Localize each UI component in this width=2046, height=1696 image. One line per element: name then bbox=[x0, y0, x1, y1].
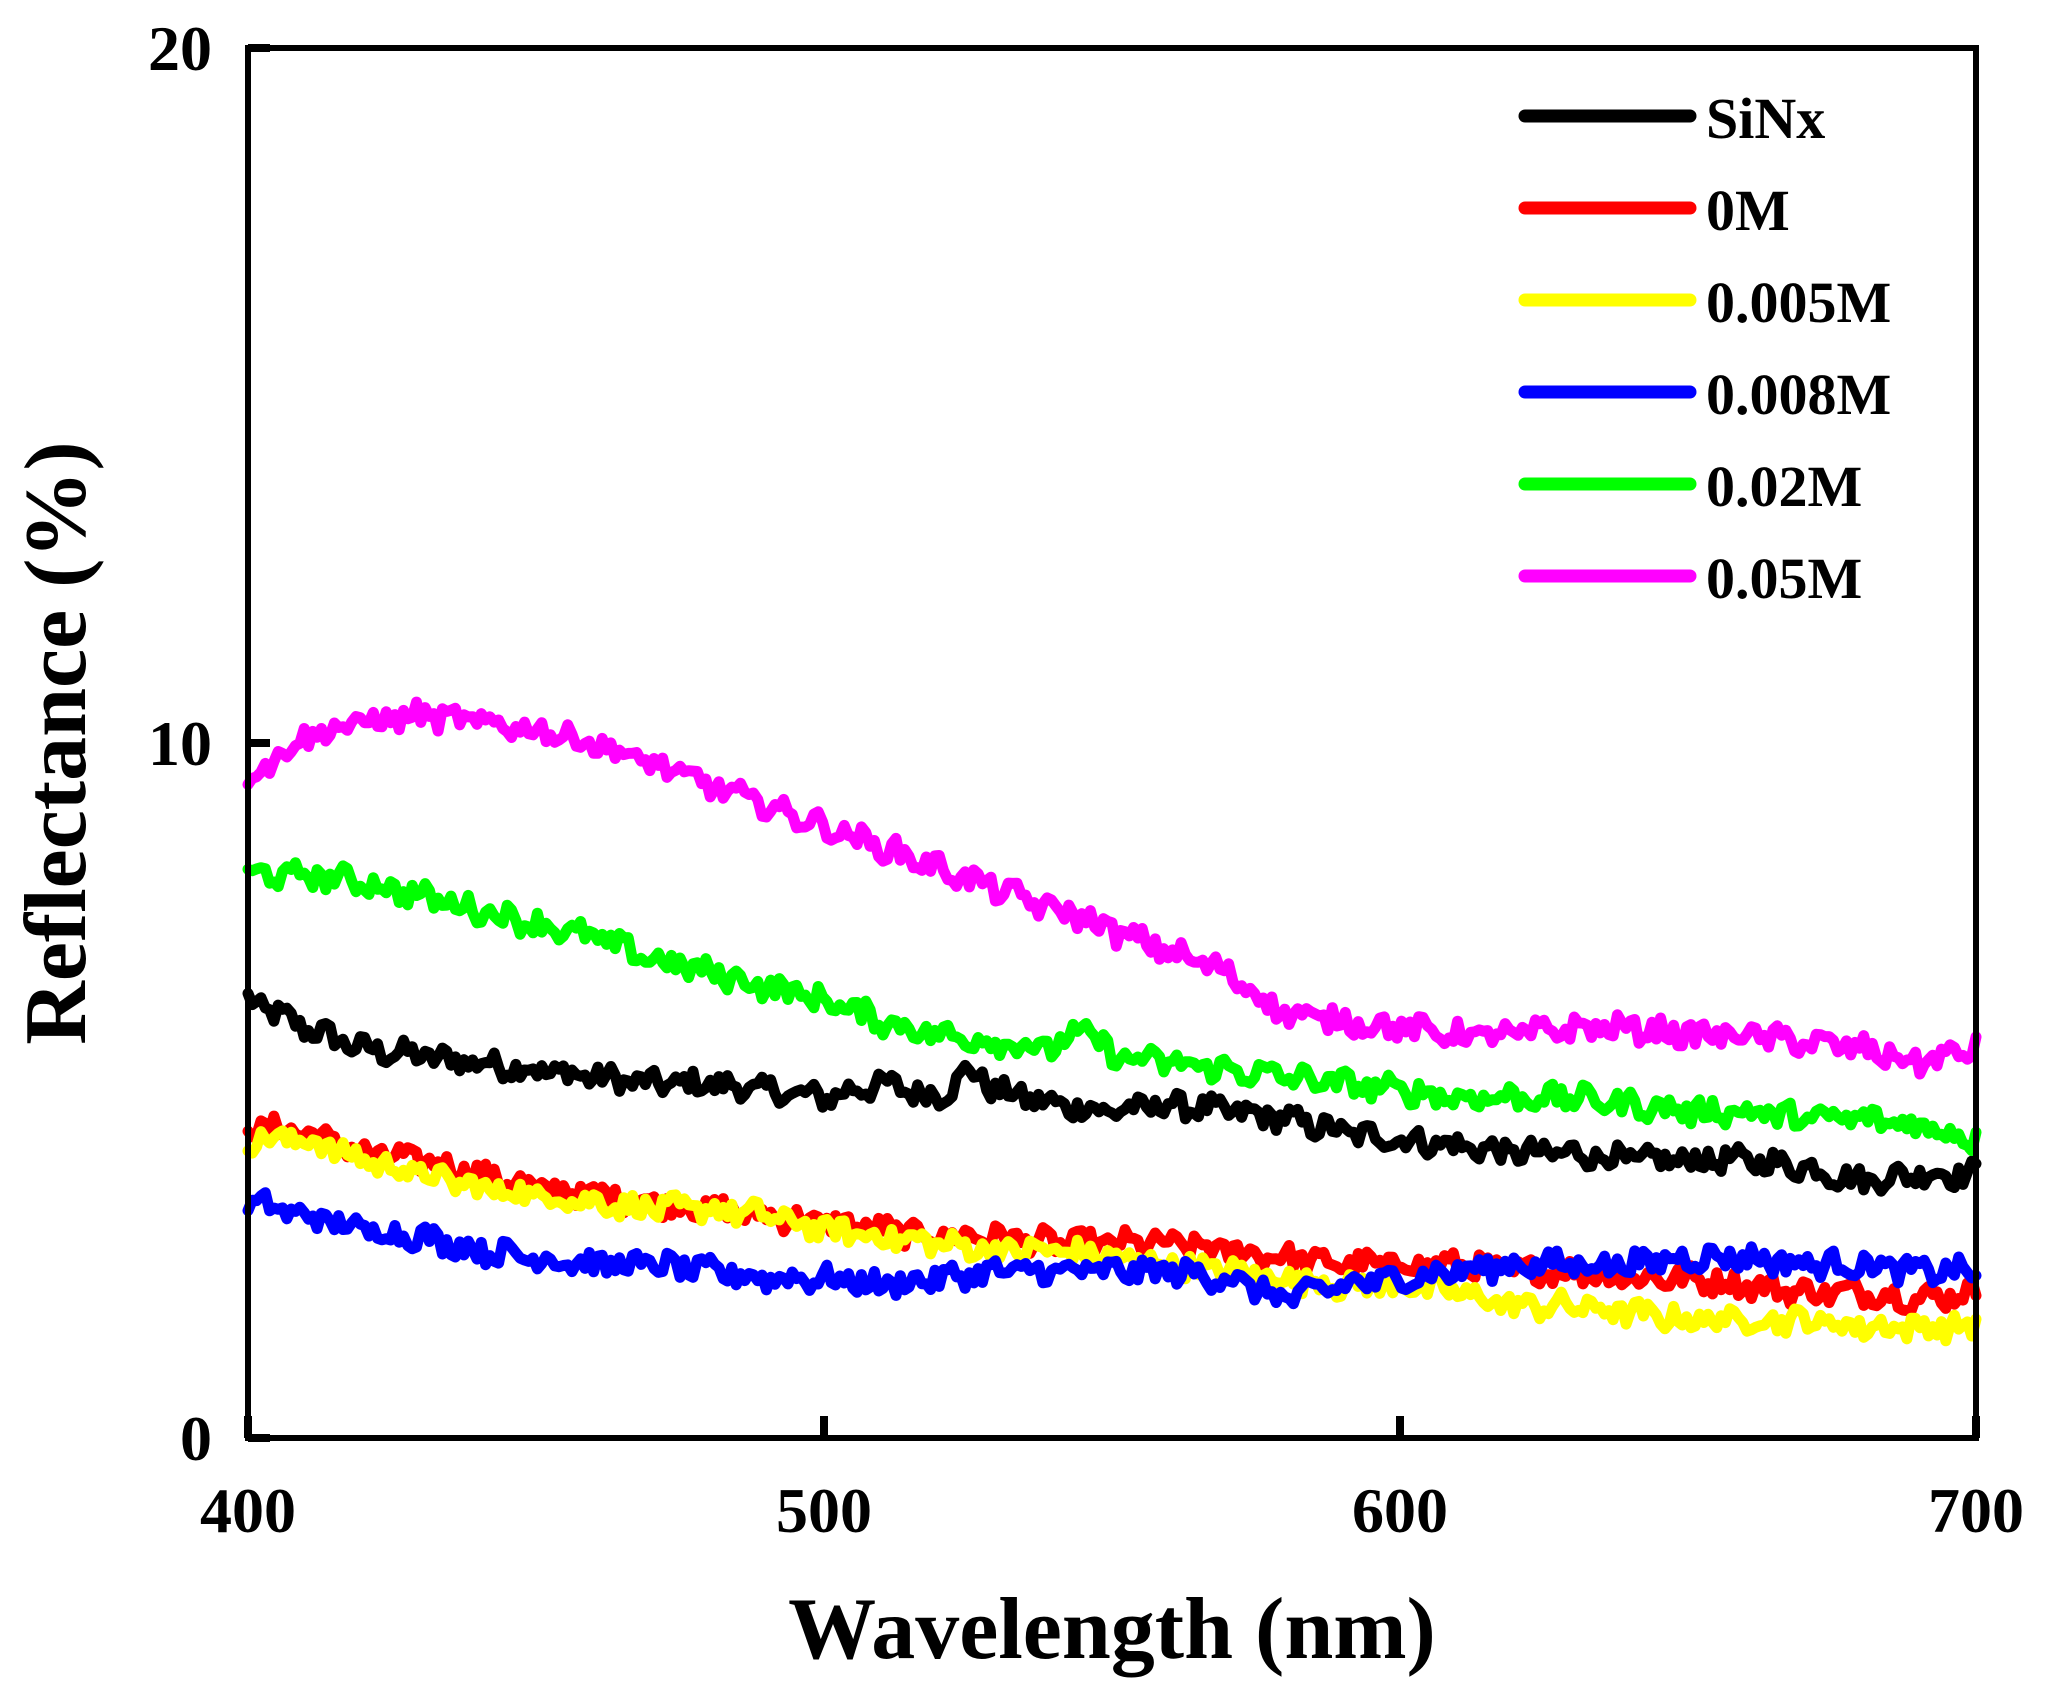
legend-item: 0.005M bbox=[1518, 270, 1891, 335]
legend-item: 0.008M bbox=[1518, 362, 1891, 427]
x-tick-label: 700 bbox=[1928, 1475, 2024, 1546]
y-tick-label: 10 bbox=[148, 708, 212, 779]
y-tick-label: 0 bbox=[180, 1403, 212, 1474]
series-line-0m bbox=[242, 1110, 1982, 1317]
legend-item: 0M bbox=[1518, 178, 1790, 243]
legend-label: 0.008M bbox=[1706, 362, 1891, 427]
legend-label: SiNx bbox=[1706, 86, 1825, 151]
x-tick-label: 400 bbox=[200, 1475, 296, 1546]
legend-item: SiNx bbox=[1518, 86, 1825, 151]
legend-label: 0M bbox=[1706, 178, 1790, 243]
x-tick-label: 600 bbox=[1352, 1475, 1448, 1546]
legend: SiNx 0M 0.005M 0.008M 0.02M 0.05M bbox=[1518, 86, 1891, 611]
series-line-0-02m bbox=[242, 857, 1982, 1156]
y-tick-label: 20 bbox=[148, 13, 212, 84]
plot-frame bbox=[245, 45, 1979, 1441]
series-line-0-008m bbox=[242, 1187, 1982, 1310]
series-line-sinx bbox=[242, 987, 1982, 1197]
legend-label: 0.005M bbox=[1706, 270, 1891, 335]
y-axis-title: Reflectance (%) bbox=[8, 441, 105, 1044]
legend-label: 0.02M bbox=[1706, 454, 1862, 519]
legend-item: 0.02M bbox=[1518, 454, 1862, 519]
tick-labels: 400 500 600 700 0 10 20 bbox=[148, 13, 2024, 1546]
axis-ticks bbox=[244, 44, 1980, 1442]
legend-label: 0.05M bbox=[1706, 546, 1862, 611]
legend-item: 0.05M bbox=[1518, 546, 1862, 611]
x-axis-title: Wavelength (nm) bbox=[788, 1581, 1436, 1678]
series-line-0-005m bbox=[242, 1125, 1982, 1347]
x-tick-label: 500 bbox=[776, 1475, 872, 1546]
plot-lines bbox=[242, 696, 1982, 1347]
series-line-0-05m bbox=[242, 696, 1982, 1080]
